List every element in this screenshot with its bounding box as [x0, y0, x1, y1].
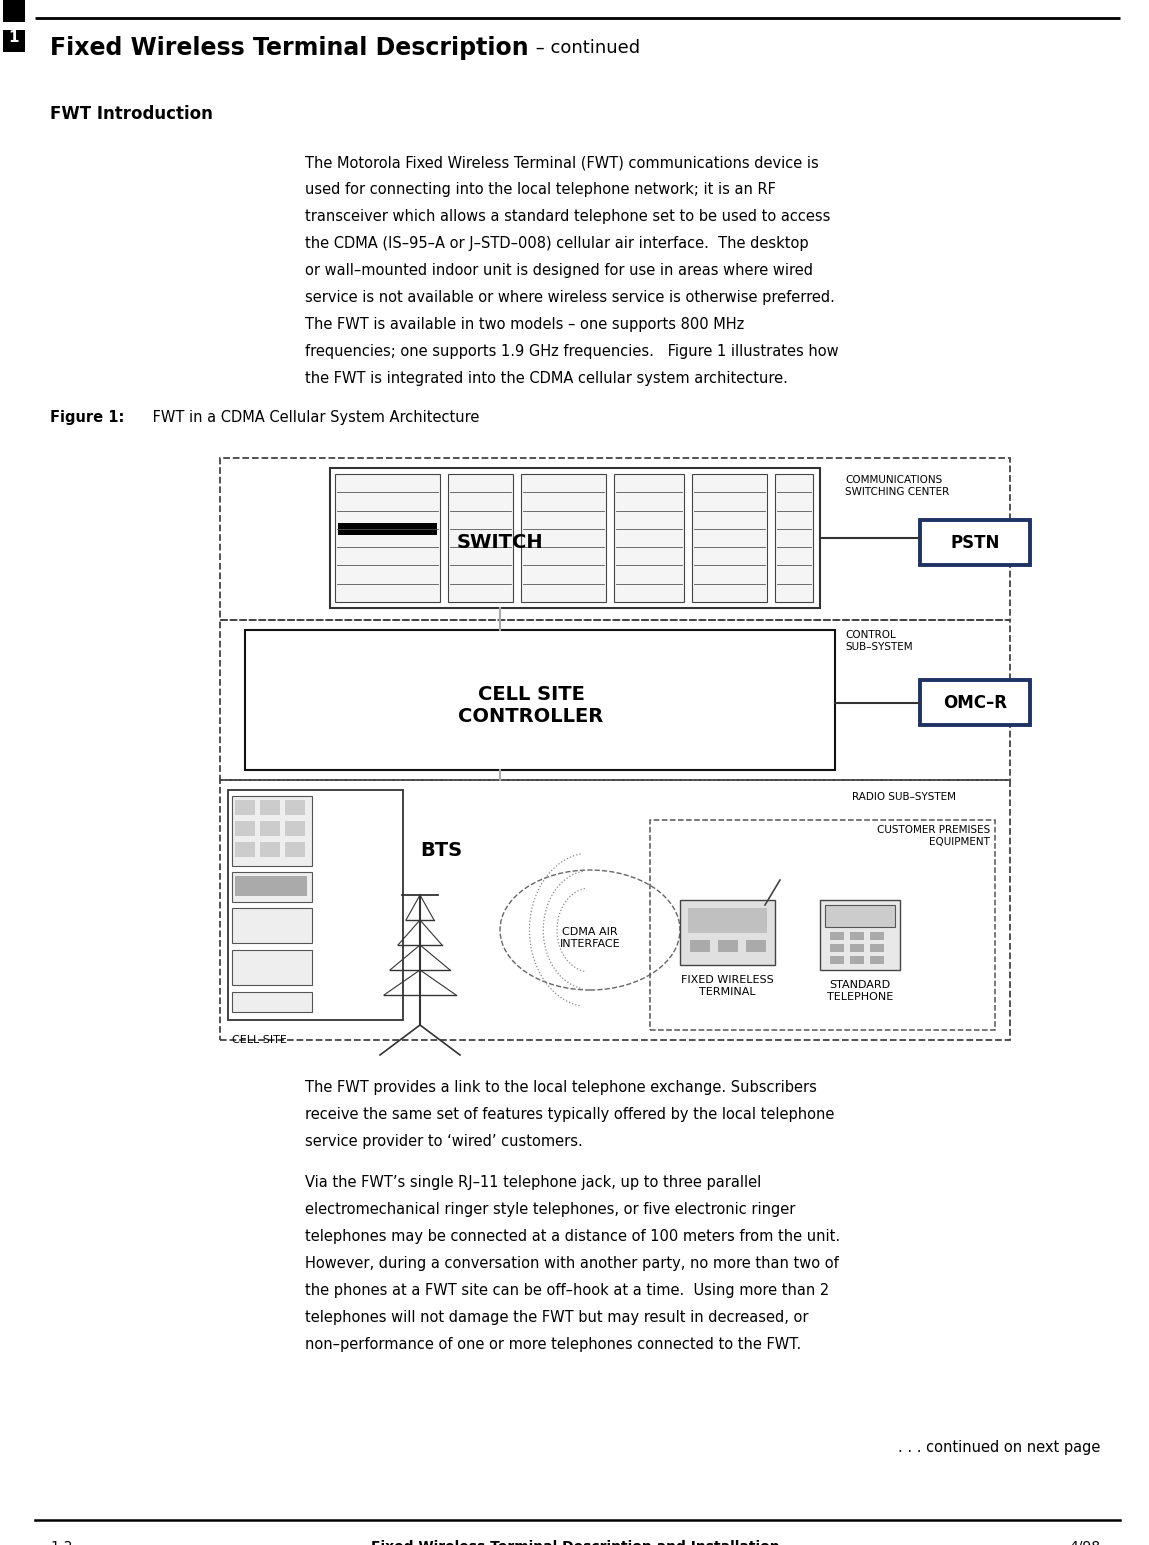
Bar: [245, 630, 835, 647]
Bar: [870, 956, 884, 964]
Bar: [260, 800, 280, 816]
Text: CONTROL
SUB–SYSTEM: CONTROL SUB–SYSTEM: [845, 630, 912, 652]
Bar: [850, 932, 864, 939]
Text: The FWT provides a link to the local telephone exchange. Subscribers: The FWT provides a link to the local tel…: [304, 1080, 817, 1095]
Text: FWT Introduction: FWT Introduction: [51, 105, 213, 124]
Text: OMC–R: OMC–R: [943, 694, 1007, 712]
Bar: [336, 474, 440, 603]
Text: Via the FWT’s single RJ–11 telephone jack, up to three parallel: Via the FWT’s single RJ–11 telephone jac…: [304, 1176, 762, 1190]
Bar: [228, 789, 403, 1020]
Bar: [285, 800, 304, 816]
Bar: [850, 956, 864, 964]
Bar: [236, 876, 307, 896]
Bar: [232, 992, 313, 1012]
Text: 1: 1: [9, 31, 20, 45]
Text: the FWT is integrated into the CDMA cellular system architecture.: the FWT is integrated into the CDMA cell…: [304, 371, 788, 386]
Bar: [236, 800, 255, 816]
Text: Figure 1:: Figure 1:: [51, 409, 124, 425]
Text: CELL SITE
CONTROLLER: CELL SITE CONTROLLER: [458, 684, 603, 726]
Bar: [232, 871, 313, 902]
Bar: [448, 474, 512, 603]
Text: telephones may be connected at a distance of 100 meters from the unit.: telephones may be connected at a distanc…: [304, 1228, 840, 1244]
Bar: [520, 474, 606, 603]
Bar: [680, 901, 774, 966]
Bar: [870, 944, 884, 952]
Bar: [260, 820, 280, 836]
Bar: [232, 796, 313, 867]
Bar: [817, 630, 835, 769]
Bar: [920, 680, 1030, 725]
Text: service provider to ‘wired’ customers.: service provider to ‘wired’ customers.: [304, 1134, 583, 1149]
Bar: [330, 468, 820, 609]
Text: The FWT is available in two models – one supports 800 MHz: The FWT is available in two models – one…: [304, 317, 745, 332]
Text: CUSTOMER PREMISES
EQUIPMENT: CUSTOMER PREMISES EQUIPMENT: [877, 825, 990, 847]
Text: CELL SITE: CELL SITE: [232, 1035, 287, 1044]
Text: COMMUNICATIONS
SWITCHING CENTER: COMMUNICATIONS SWITCHING CENTER: [845, 474, 949, 496]
Bar: [285, 842, 304, 857]
Bar: [338, 522, 437, 536]
Text: the phones at a FWT site can be off–hook at a time.  Using more than 2: the phones at a FWT site can be off–hook…: [304, 1282, 830, 1298]
Text: non–performance of one or more telephones connected to the FWT.: non–performance of one or more telephone…: [304, 1336, 801, 1352]
Bar: [920, 521, 1030, 565]
Bar: [830, 932, 845, 939]
Bar: [285, 820, 304, 836]
Text: telephones will not damage the FWT but may result in decreased, or: telephones will not damage the FWT but m…: [304, 1310, 809, 1326]
Text: FWT in a CDMA Cellular System Architecture: FWT in a CDMA Cellular System Architectu…: [148, 409, 479, 425]
Text: frequencies; one supports 1.9 GHz frequencies.   Figure 1 illustrates how: frequencies; one supports 1.9 GHz freque…: [304, 345, 839, 358]
Text: Fixed Wireless Terminal Description: Fixed Wireless Terminal Description: [51, 36, 529, 60]
Bar: [260, 842, 280, 857]
Bar: [3, 0, 25, 22]
Bar: [614, 474, 684, 603]
Bar: [718, 939, 738, 952]
Bar: [232, 908, 313, 942]
Bar: [830, 944, 845, 952]
Text: However, during a conversation with another party, no more than two of: However, during a conversation with anot…: [304, 1256, 839, 1272]
Text: service is not available or where wireless service is otherwise preferred.: service is not available or where wirele…: [304, 290, 835, 304]
Bar: [830, 956, 845, 964]
Bar: [870, 932, 884, 939]
Bar: [232, 950, 313, 986]
Text: STANDARD
TELEPHONE: STANDARD TELEPHONE: [827, 980, 893, 1001]
Bar: [245, 630, 835, 769]
Text: 4/98: 4/98: [1069, 1540, 1100, 1545]
Bar: [236, 842, 255, 857]
Bar: [3, 29, 25, 53]
Text: PSTN: PSTN: [950, 533, 1000, 552]
Bar: [688, 908, 768, 933]
Text: the CDMA (IS–95–A or J–STD–008) cellular air interface.  The desktop: the CDMA (IS–95–A or J–STD–008) cellular…: [304, 236, 809, 250]
Bar: [820, 901, 900, 970]
Text: – continued: – continued: [530, 39, 640, 57]
Text: or wall–mounted indoor unit is designed for use in areas where wired: or wall–mounted indoor unit is designed …: [304, 263, 813, 278]
Bar: [691, 939, 710, 952]
Text: CDMA AIR
INTERFACE: CDMA AIR INTERFACE: [560, 927, 620, 949]
Text: FIXED WIRELESS
TERMINAL: FIXED WIRELESS TERMINAL: [681, 975, 774, 997]
Text: receive the same set of features typically offered by the local telephone: receive the same set of features typical…: [304, 1108, 834, 1122]
Text: 1-2: 1-2: [51, 1540, 72, 1545]
Text: used for connecting into the local telephone network; it is an RF: used for connecting into the local telep…: [304, 182, 776, 198]
Bar: [850, 944, 864, 952]
Text: . . . continued on next page: . . . continued on next page: [897, 1440, 1100, 1455]
Text: SWITCH: SWITCH: [456, 533, 543, 553]
Bar: [236, 820, 255, 836]
Bar: [692, 474, 768, 603]
Text: The Motorola Fixed Wireless Terminal (FWT) communications device is: The Motorola Fixed Wireless Terminal (FW…: [304, 154, 819, 170]
Text: transceiver which allows a standard telephone set to be used to access: transceiver which allows a standard tele…: [304, 209, 831, 224]
Text: RADIO SUB–SYSTEM: RADIO SUB–SYSTEM: [853, 793, 956, 802]
Text: electromechanical ringer style telephones, or five electronic ringer: electromechanical ringer style telephone…: [304, 1202, 795, 1217]
Text: Fixed Wireless Terminal Description and Installation: Fixed Wireless Terminal Description and …: [371, 1540, 779, 1545]
Text: BTS: BTS: [421, 840, 462, 859]
Bar: [825, 905, 895, 927]
Bar: [774, 474, 813, 603]
Bar: [746, 939, 766, 952]
